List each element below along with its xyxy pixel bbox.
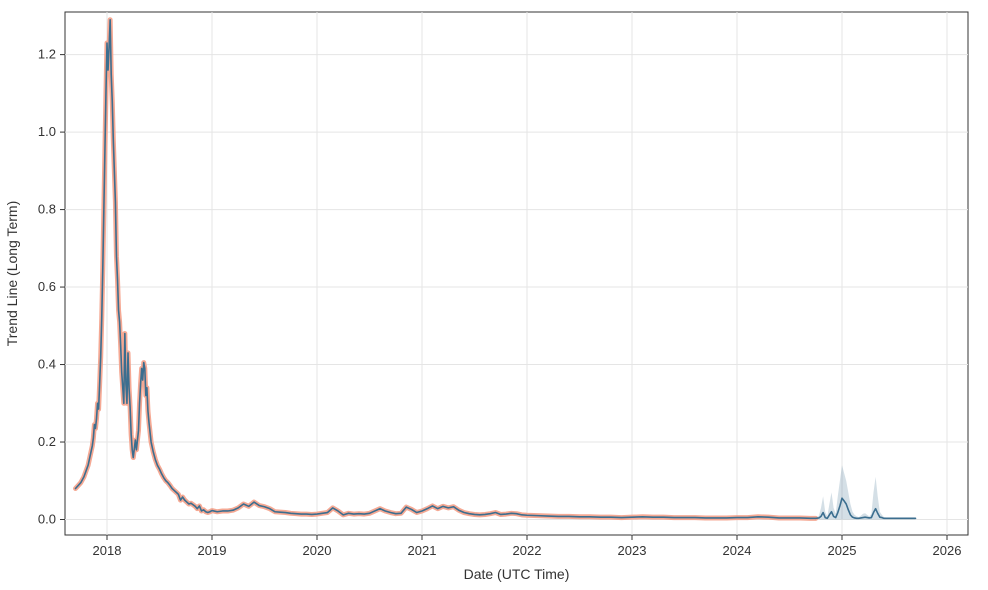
x-tick-label: 2020 — [303, 543, 332, 558]
y-tick-label: 0.0 — [38, 512, 56, 527]
chart-container: 0.0 0.2 0.4 0.6 0.8 1.0 1.2 2018 2019 2020 2021 202… — [0, 0, 988, 590]
x-tick-label: 2023 — [618, 543, 647, 558]
x-tick-label: 2022 — [513, 543, 542, 558]
y-tick-label: 0.8 — [38, 202, 56, 217]
y-tick-label: 1.0 — [38, 124, 56, 139]
x-tick-label: 2021 — [408, 543, 437, 558]
trend-chart: 0.0 0.2 0.4 0.6 0.8 1.0 1.2 2018 2019 2020 2021 202… — [0, 0, 988, 590]
x-tick-label: 2018 — [93, 543, 122, 558]
x-tick-label: 2026 — [933, 543, 962, 558]
y-axis-label: Trend Line (Long Term) — [4, 201, 20, 347]
x-tick-label: 2019 — [198, 543, 227, 558]
y-tick-label: 0.2 — [38, 434, 56, 449]
y-tick-label: 1.2 — [38, 47, 56, 62]
x-axis-label: Date (UTC Time) — [464, 566, 570, 582]
x-tick-label: 2024 — [723, 543, 752, 558]
y-tick-label: 0.6 — [38, 279, 56, 294]
x-tick-label: 2025 — [828, 543, 857, 558]
y-tick-label: 0.4 — [38, 357, 56, 372]
